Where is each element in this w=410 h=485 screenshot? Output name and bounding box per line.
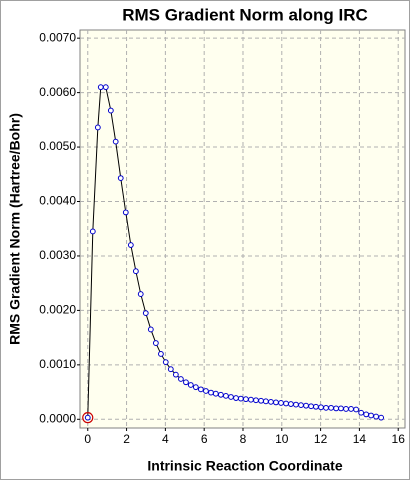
point — [303, 402, 309, 409]
point — [248, 396, 254, 403]
point — [172, 371, 179, 378]
point — [273, 399, 279, 406]
point — [283, 400, 289, 407]
point — [338, 405, 344, 412]
point — [137, 291, 144, 297]
point — [97, 84, 104, 91]
point — [353, 406, 360, 413]
point — [208, 389, 214, 396]
x-tick-label: 12 — [314, 432, 328, 446]
point — [348, 406, 354, 412]
x-tick-label: 6 — [201, 432, 208, 446]
point — [318, 404, 324, 411]
y-tick-label: 0.0070 — [39, 30, 76, 44]
point — [308, 403, 314, 410]
y-tick-label: 0.0050 — [39, 139, 76, 153]
point — [268, 398, 274, 405]
point — [278, 400, 284, 406]
point — [187, 382, 194, 388]
y-tick-label: 0.0040 — [39, 194, 76, 208]
x-tick-label: 4 — [162, 432, 169, 446]
x-tick-label: 14 — [353, 432, 367, 446]
point — [358, 409, 365, 416]
y-tick-label: 0.0030 — [39, 248, 76, 262]
point — [117, 175, 124, 181]
point — [363, 411, 370, 418]
point — [177, 376, 184, 382]
point — [253, 397, 259, 404]
point — [183, 379, 189, 386]
point — [147, 326, 154, 333]
point — [132, 268, 139, 275]
point — [212, 390, 219, 397]
point — [343, 406, 349, 412]
point — [122, 209, 129, 216]
point — [298, 402, 304, 409]
y-tick-label: 0.0020 — [39, 303, 76, 317]
point — [217, 391, 224, 398]
point — [262, 398, 269, 405]
x-tick-label: 8 — [240, 432, 247, 446]
x-tick-label: 2 — [123, 432, 130, 446]
point — [89, 228, 96, 235]
point — [142, 310, 149, 317]
point — [102, 84, 109, 91]
y-axis-label: RMS Gradient Norm (Hartree/Bohr) — [7, 113, 23, 345]
x-axis-label: Intrinsic Reaction Coordinate — [147, 458, 342, 474]
point — [94, 124, 101, 131]
point — [288, 401, 294, 407]
point — [258, 397, 264, 404]
point — [373, 413, 379, 420]
point — [368, 412, 374, 419]
point — [162, 359, 169, 366]
point — [158, 351, 164, 357]
point — [192, 384, 199, 391]
point — [84, 414, 91, 421]
point — [203, 388, 209, 394]
y-tick-label: 0.0000 — [39, 411, 76, 425]
point — [328, 404, 334, 411]
point — [152, 340, 159, 346]
point — [313, 403, 319, 410]
highlight-ring — [82, 412, 94, 424]
x-tick-label: 16 — [392, 432, 406, 446]
point — [223, 392, 229, 399]
point — [293, 401, 299, 408]
x-tick-label: 0 — [84, 432, 91, 446]
point — [228, 394, 234, 400]
point — [233, 395, 239, 401]
point — [378, 414, 385, 421]
point — [127, 242, 134, 248]
point — [112, 138, 119, 145]
chart-title: RMS Gradient Norm along IRC — [122, 5, 368, 24]
x-tick-label: 10 — [275, 432, 289, 446]
point — [237, 395, 244, 402]
point — [107, 107, 114, 114]
point — [323, 404, 329, 411]
y-tick-label: 0.0060 — [39, 85, 76, 99]
point — [167, 366, 174, 373]
point — [197, 386, 204, 393]
point — [333, 405, 340, 412]
point — [242, 396, 249, 403]
y-tick-label: 0.0010 — [39, 357, 76, 371]
